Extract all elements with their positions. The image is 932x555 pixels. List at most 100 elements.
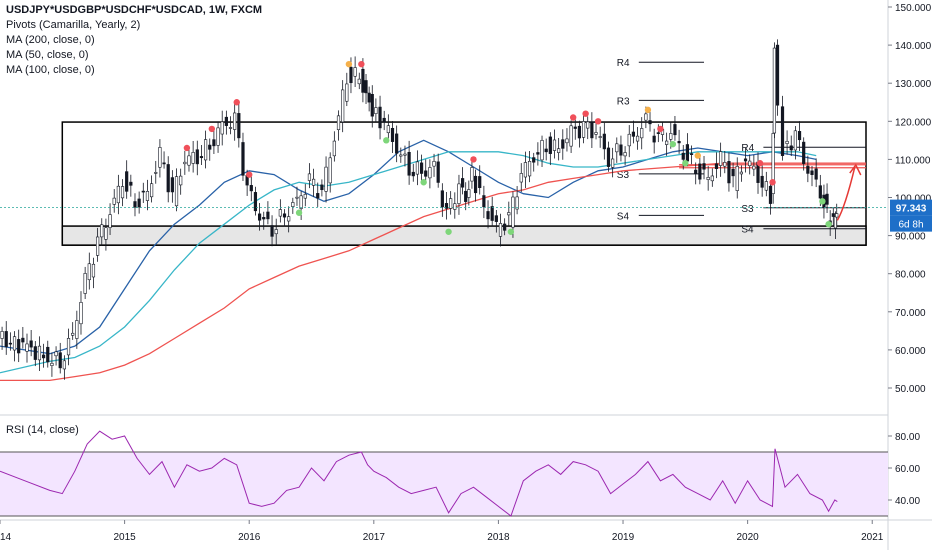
candle-body xyxy=(395,133,399,154)
candle-body xyxy=(129,181,133,186)
candle-body xyxy=(752,165,756,170)
signal-dot xyxy=(233,99,240,106)
candle-body xyxy=(50,362,54,366)
candle-body xyxy=(619,144,623,156)
pivot-label: R3 xyxy=(617,96,630,107)
signal-dot xyxy=(694,152,701,159)
signal-dot xyxy=(644,106,652,114)
pivots-legend[interactable]: Pivots (Camarilla, Yearly, 2) xyxy=(6,19,141,31)
candle-body xyxy=(581,121,586,138)
candle-body xyxy=(25,343,29,352)
signal-dot xyxy=(569,114,577,121)
candle-body xyxy=(569,125,573,147)
candle-body xyxy=(29,340,33,348)
candle-body xyxy=(710,175,714,182)
forecast-arrow xyxy=(836,166,856,221)
candle-body xyxy=(415,161,420,175)
candle-body xyxy=(220,121,224,135)
candle-body xyxy=(432,161,436,167)
candle-body xyxy=(594,132,598,135)
candle-body xyxy=(685,144,690,162)
candle-body xyxy=(253,192,258,212)
candle-body xyxy=(357,78,361,85)
candle-body xyxy=(320,184,324,191)
time-tick-label: 2018 xyxy=(487,532,510,543)
candle-body xyxy=(473,175,478,194)
candle-body xyxy=(0,331,4,339)
candle-body xyxy=(648,120,652,125)
time-tick-label: 2020 xyxy=(737,532,760,543)
candle-body xyxy=(768,185,773,204)
candle-body xyxy=(46,346,50,363)
candle-body xyxy=(311,178,316,186)
candle-body xyxy=(802,141,806,164)
candle-body xyxy=(249,185,253,192)
candle-body xyxy=(291,202,295,207)
chart-legend: USDJPY*USDGBP*USDCHF*USDCAD, 1W, FXCM Pi… xyxy=(6,3,262,78)
candle-body xyxy=(58,352,62,369)
rsi-legend[interactable]: RSI (14, close) xyxy=(6,424,79,436)
signal-dot xyxy=(769,179,776,186)
time-tick-label: 2015 xyxy=(113,532,136,543)
price-tick-label: 110.000 xyxy=(895,155,931,166)
symbol-title[interactable]: USDJPY*USDGBP*USDCHF*USDCAD, 1W, FXCM xyxy=(6,4,263,16)
candle-body xyxy=(598,136,602,138)
candle-body xyxy=(519,173,523,183)
signal-dot xyxy=(358,60,365,68)
candle-body xyxy=(739,171,743,175)
candle-body xyxy=(723,162,727,167)
candle-body xyxy=(382,117,386,123)
candle-body xyxy=(278,209,282,217)
candle-body xyxy=(548,136,552,154)
ma100-line xyxy=(0,151,817,374)
candle-body xyxy=(12,336,17,351)
candle-body xyxy=(399,154,403,157)
ma200-legend[interactable]: MA (200, close, 0) xyxy=(6,34,95,46)
candle-body xyxy=(814,168,818,180)
candle-body xyxy=(714,163,719,170)
candle-body xyxy=(772,47,777,134)
candle-body xyxy=(507,212,511,216)
candle-body xyxy=(503,223,507,231)
rsi-tick-label: 40.00 xyxy=(895,496,920,507)
candle-body xyxy=(681,152,685,160)
candle-body xyxy=(453,203,457,210)
candle-body xyxy=(150,183,154,198)
candle-body xyxy=(116,185,120,204)
candle-body xyxy=(179,175,183,186)
ma50-legend[interactable]: MA (50, close, 0) xyxy=(6,49,89,61)
signal-dot xyxy=(594,118,602,125)
candle-body xyxy=(208,144,212,150)
candle-body xyxy=(478,176,482,188)
candle-body xyxy=(386,125,390,134)
candle-body xyxy=(37,345,42,361)
signal-dot xyxy=(507,228,515,235)
candle-body xyxy=(602,133,606,150)
candle-body xyxy=(565,138,569,144)
candle-body xyxy=(54,351,58,357)
candle-body xyxy=(345,83,349,102)
candle-body xyxy=(573,126,577,129)
candle-body xyxy=(457,183,461,204)
candle-body xyxy=(353,67,357,77)
candle-body xyxy=(170,177,174,193)
candle-body xyxy=(361,68,365,93)
candle-body xyxy=(120,186,125,199)
candle-body xyxy=(203,139,208,161)
candle-body xyxy=(303,193,307,199)
rsi-band-fill xyxy=(0,452,888,516)
candle-body xyxy=(424,170,428,177)
ma100-legend[interactable]: MA (100, close, 0) xyxy=(6,64,95,76)
candle-body xyxy=(482,195,486,208)
candle-body xyxy=(266,211,270,220)
pivot-label: S4 xyxy=(617,211,630,222)
candle-body xyxy=(486,211,490,220)
candle-body xyxy=(287,216,291,222)
candle-body xyxy=(66,338,71,356)
candle-body xyxy=(806,165,810,174)
candle-body xyxy=(764,181,768,191)
candle-body xyxy=(212,139,216,147)
candle-body xyxy=(158,147,162,168)
candle-body xyxy=(183,161,187,165)
